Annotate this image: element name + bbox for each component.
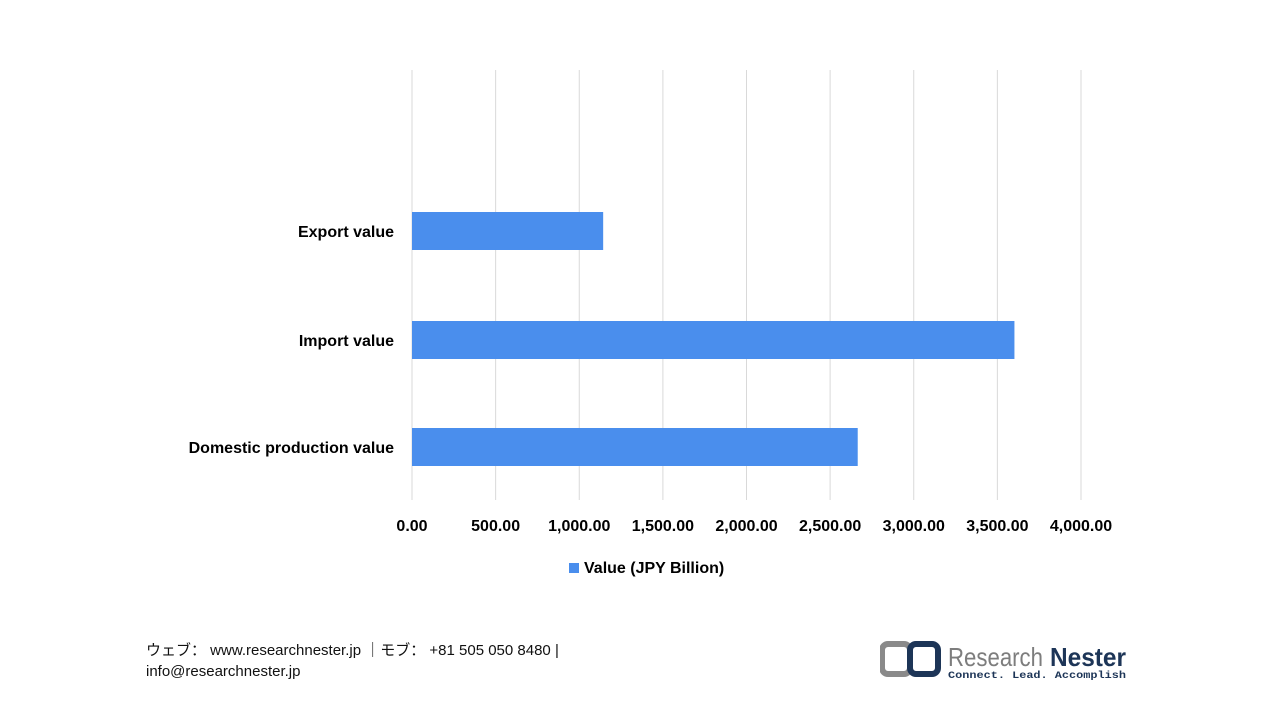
x-tick-label: 2,000.00 bbox=[715, 518, 777, 535]
category-label: Import value bbox=[299, 333, 394, 350]
x-tick-label: 1,500.00 bbox=[632, 518, 694, 535]
svg-text:Connect. Lead. Accomplish: Connect. Lead. Accomplish bbox=[948, 670, 1126, 682]
x-tick-label: 0.00 bbox=[396, 518, 427, 535]
x-tick-label: 1,000.00 bbox=[548, 518, 610, 535]
footer-line-1: ウェブ： www.researchnester.jp ｜モブ： +81 505 … bbox=[146, 642, 559, 659]
x-tick-label: 500.00 bbox=[471, 518, 520, 535]
bar bbox=[412, 428, 858, 466]
svg-text:Research: Research bbox=[948, 642, 1043, 672]
bar bbox=[412, 321, 1015, 359]
x-tick-label: 3,500.00 bbox=[966, 518, 1028, 535]
footer-contact: ウェブ： www.researchnester.jp ｜モブ： +81 505 … bbox=[146, 640, 559, 682]
x-tick-label: 3,000.00 bbox=[883, 518, 945, 535]
x-tick-label: 2,500.00 bbox=[799, 518, 861, 535]
research-nester-logo: Research Nester Connect. Lead. Accomplis… bbox=[880, 641, 1126, 682]
bar bbox=[412, 212, 604, 250]
x-tick-label: 4,000.00 bbox=[1050, 518, 1112, 535]
bar-chart: 0.00 500.00 1,000.00 1,500.00 2,000.00 2,500.… bbox=[189, 70, 1112, 577]
category-label: Domestic production value bbox=[189, 440, 394, 457]
category-label: Export value bbox=[298, 224, 394, 241]
svg-text:Nester: Nester bbox=[1050, 642, 1126, 672]
legend-label: Value (JPY Billion) bbox=[584, 560, 724, 577]
footer-line-2: info@researchnester.jp bbox=[146, 663, 301, 680]
legend-swatch bbox=[569, 563, 579, 573]
